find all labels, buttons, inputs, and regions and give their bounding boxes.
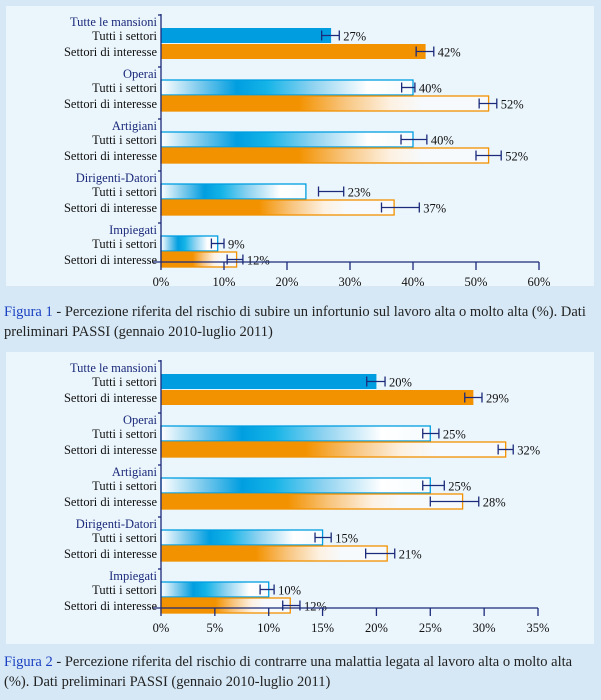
data-label: 15% bbox=[335, 532, 358, 546]
x-tick-label: 50% bbox=[465, 275, 488, 286]
bar-orange bbox=[160, 199, 395, 216]
bar-category-label: Tutti i settori bbox=[92, 237, 157, 251]
data-label: 52% bbox=[501, 98, 524, 112]
bar-orange bbox=[160, 95, 490, 112]
figure2-label: Figura 2 bbox=[4, 654, 53, 670]
data-label: 28% bbox=[483, 496, 506, 510]
bar-category-label: Settori di interesse bbox=[64, 547, 157, 561]
group-label: Impiegati bbox=[109, 223, 157, 237]
bar-category-label: Tutti i settori bbox=[92, 531, 157, 545]
group-label: Operai bbox=[123, 413, 158, 427]
data-label: 32% bbox=[517, 444, 540, 458]
figure2-caption-text: - Percezione riferita del rischio di con… bbox=[4, 654, 573, 690]
bar-category-label: Settori di interesse bbox=[64, 253, 157, 267]
bar-category-label: Settori di interesse bbox=[64, 201, 157, 215]
data-label: 12% bbox=[304, 600, 327, 614]
data-label: 20% bbox=[389, 376, 412, 390]
bar-blue bbox=[160, 477, 431, 494]
data-label: 25% bbox=[448, 480, 471, 494]
bar-category-label: Settori di interesse bbox=[64, 97, 157, 111]
data-label: 37% bbox=[423, 202, 446, 216]
bar-orange bbox=[160, 441, 507, 458]
data-label: 27% bbox=[343, 30, 366, 44]
bar-orange bbox=[160, 147, 490, 164]
bar-category-label: Settori di interesse bbox=[64, 149, 157, 163]
bar-category-label: Tutti i settori bbox=[92, 479, 157, 493]
bar-blue bbox=[160, 131, 414, 148]
data-label: 12% bbox=[247, 254, 270, 268]
x-tick-label: 25% bbox=[419, 621, 442, 635]
x-tick-label: 10% bbox=[213, 275, 236, 286]
bar-orange bbox=[160, 251, 238, 268]
data-label: 42% bbox=[438, 46, 461, 60]
bar-blue bbox=[160, 183, 307, 200]
figure2-caption: Figura 2 - Percezione riferita del risch… bbox=[4, 652, 596, 692]
x-tick-label: 0% bbox=[153, 621, 170, 635]
bar-category-label: Tutti i settori bbox=[92, 185, 157, 199]
data-label: 40% bbox=[431, 134, 454, 148]
bar-category-label: Tutti i settori bbox=[92, 583, 157, 597]
data-label: 25% bbox=[443, 428, 466, 442]
figure2-chart-panel: Tutte le mansioni Tutti i settori 20% Setto… bbox=[6, 352, 594, 644]
x-tick-label: 20% bbox=[276, 275, 299, 286]
figure1-caption: Figura 1 - Percezione riferita del risch… bbox=[4, 302, 596, 342]
x-tick-label: 60% bbox=[528, 275, 551, 286]
group-label: Dirigenti-Datori bbox=[76, 171, 158, 185]
bar-category-label: Tutti i settori bbox=[92, 133, 157, 147]
x-tick-label: 20% bbox=[365, 621, 388, 635]
bar-blue bbox=[160, 235, 219, 252]
bar-orange bbox=[161, 44, 426, 59]
x-tick-label: 0% bbox=[153, 275, 170, 286]
bar-category-label: Settori di interesse bbox=[64, 443, 157, 457]
x-tick-label: 15% bbox=[311, 621, 334, 635]
bar-orange bbox=[161, 390, 474, 405]
bar-category-label: Tutti i settori bbox=[92, 427, 157, 441]
bar-blue bbox=[161, 28, 332, 43]
bar-category-label: Settori di interesse bbox=[64, 599, 157, 613]
group-label: Operai bbox=[123, 67, 158, 81]
group-label: Artigiani bbox=[112, 119, 158, 133]
group-label: Dirigenti-Datori bbox=[76, 517, 158, 531]
figure1-chart-panel: Tutte le mansioni Tutti i settori 27% Setto… bbox=[6, 6, 594, 286]
data-label: 40% bbox=[419, 82, 442, 96]
group-label: Tutte le mansioni bbox=[70, 15, 158, 29]
group-label: Artigiani bbox=[112, 465, 158, 479]
x-tick-label: 30% bbox=[473, 621, 496, 635]
data-label: 9% bbox=[228, 238, 245, 252]
x-tick-label: 10% bbox=[257, 621, 280, 635]
bar-category-label: Settori di interesse bbox=[64, 391, 157, 405]
x-tick-label: 5% bbox=[207, 621, 224, 635]
bar-blue bbox=[161, 374, 377, 389]
group-label: Impiegati bbox=[109, 569, 157, 583]
x-tick-label: 35% bbox=[527, 621, 550, 635]
bar-orange bbox=[160, 597, 291, 614]
bar-category-label: Tutti i settori bbox=[92, 29, 157, 43]
figure1-label: Figura 1 bbox=[4, 304, 53, 320]
bar-blue bbox=[160, 425, 431, 442]
data-label: 10% bbox=[278, 584, 301, 598]
bar-category-label: Settori di interesse bbox=[64, 45, 157, 59]
bar-blue bbox=[160, 581, 270, 598]
x-tick-label: 30% bbox=[339, 275, 362, 286]
data-label: 29% bbox=[486, 392, 509, 406]
figure1-caption-text: - Percezione riferita del rischio di sub… bbox=[4, 304, 586, 340]
bar-orange bbox=[160, 545, 388, 562]
bar-blue bbox=[160, 529, 324, 546]
bar-orange bbox=[160, 493, 464, 510]
bar-category-label: Tutti i settori bbox=[92, 375, 157, 389]
data-label: 23% bbox=[348, 186, 371, 200]
group-label: Tutte le mansioni bbox=[70, 361, 158, 375]
data-label: 52% bbox=[505, 150, 528, 164]
data-label: 21% bbox=[399, 548, 422, 562]
bar-category-label: Tutti i settori bbox=[92, 81, 157, 95]
x-tick-label: 40% bbox=[402, 275, 425, 286]
bar-category-label: Settori di interesse bbox=[64, 495, 157, 509]
bar-blue bbox=[160, 79, 414, 96]
